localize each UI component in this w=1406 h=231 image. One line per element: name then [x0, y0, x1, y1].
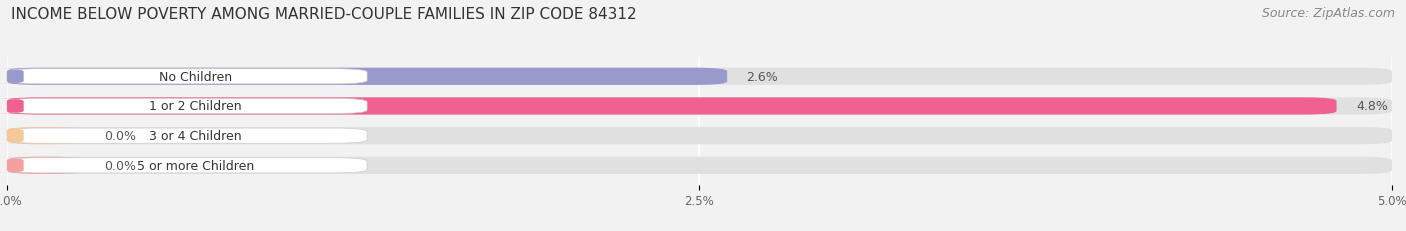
Text: No Children: No Children: [159, 70, 232, 83]
FancyBboxPatch shape: [7, 68, 727, 85]
FancyBboxPatch shape: [7, 98, 1392, 115]
FancyBboxPatch shape: [7, 69, 367, 85]
FancyBboxPatch shape: [0, 69, 34, 85]
FancyBboxPatch shape: [7, 98, 1337, 115]
Text: 0.0%: 0.0%: [104, 130, 136, 143]
Text: INCOME BELOW POVERTY AMONG MARRIED-COUPLE FAMILIES IN ZIP CODE 84312: INCOME BELOW POVERTY AMONG MARRIED-COUPL…: [11, 7, 637, 22]
FancyBboxPatch shape: [0, 99, 34, 114]
Text: Source: ZipAtlas.com: Source: ZipAtlas.com: [1261, 7, 1395, 20]
FancyBboxPatch shape: [7, 158, 367, 173]
Text: 0.0%: 0.0%: [104, 159, 136, 172]
FancyBboxPatch shape: [7, 99, 367, 114]
FancyBboxPatch shape: [7, 128, 84, 145]
FancyBboxPatch shape: [7, 128, 1392, 145]
Text: 3 or 4 Children: 3 or 4 Children: [149, 130, 242, 143]
FancyBboxPatch shape: [7, 68, 1392, 85]
FancyBboxPatch shape: [7, 128, 367, 144]
FancyBboxPatch shape: [7, 157, 84, 174]
Text: 2.6%: 2.6%: [747, 70, 779, 83]
FancyBboxPatch shape: [0, 128, 34, 144]
FancyBboxPatch shape: [7, 157, 1392, 174]
Text: 4.8%: 4.8%: [1355, 100, 1388, 113]
Text: 5 or more Children: 5 or more Children: [136, 159, 254, 172]
Text: 1 or 2 Children: 1 or 2 Children: [149, 100, 242, 113]
FancyBboxPatch shape: [0, 158, 34, 173]
